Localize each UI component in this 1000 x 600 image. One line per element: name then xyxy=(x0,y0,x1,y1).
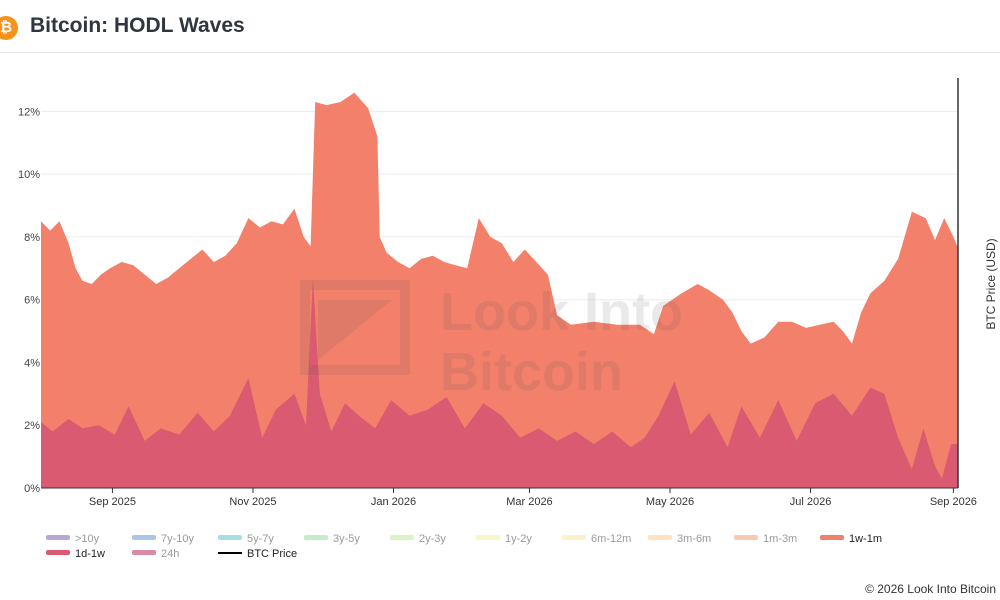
legend-swatch xyxy=(734,535,758,540)
legend-swatch xyxy=(820,535,844,540)
y-tick-label: 0% xyxy=(24,483,40,495)
y-tick-label: 12% xyxy=(18,106,40,118)
x-tick-label: Sep 2026 xyxy=(930,496,977,508)
copyright-footer: © 2026 Look Into Bitcoin xyxy=(865,582,996,596)
header: ₿ Bitcoin: HODL Waves xyxy=(0,0,1000,53)
watermark-logo-mark-icon xyxy=(318,300,392,360)
legend-item-3y-5y[interactable]: 3y-5y xyxy=(304,533,360,545)
legend-item-5y-7y[interactable]: 5y-7y xyxy=(218,533,274,545)
legend-label: 1m-3m xyxy=(763,533,797,545)
x-tick-label: Jul 2026 xyxy=(790,496,832,508)
legend-swatch xyxy=(562,535,586,540)
y-tick-label: 2% xyxy=(24,420,40,432)
area-1w-1m xyxy=(41,92,958,488)
area-1d-1w xyxy=(41,277,958,488)
y-tick-label: 6% xyxy=(24,295,40,307)
legend-item-7y-10y[interactable]: 7y-10y xyxy=(132,533,195,545)
legend-swatch xyxy=(46,550,70,555)
legend-label: 2y-3y xyxy=(419,533,446,545)
legend-item-1y-2y[interactable]: 1y-2y xyxy=(476,533,532,545)
legend-swatch xyxy=(132,550,156,555)
legend-label: 5y-7y xyxy=(247,533,274,545)
y-tick-label: 10% xyxy=(18,169,40,181)
legend-item-6m-12m[interactable]: 6m-12m xyxy=(562,533,631,545)
legend-label: >10y xyxy=(75,533,100,545)
legend-item-BTC Price[interactable]: BTC Price xyxy=(218,548,297,560)
legend-item-3m-6m[interactable]: 3m-6m xyxy=(648,533,711,545)
watermark-logo-icon xyxy=(300,280,410,375)
page-title: Bitcoin: HODL Waves xyxy=(30,14,245,37)
legend-label: 6m-12m xyxy=(591,533,631,545)
legend-item->10y[interactable]: >10y xyxy=(46,533,100,545)
legend-item-1d-1w[interactable]: 1d-1w xyxy=(46,548,105,560)
legend-swatch xyxy=(648,535,672,540)
legend-swatch xyxy=(304,535,328,540)
legend-swatch xyxy=(46,535,70,540)
x-tick-label: Sep 2025 xyxy=(89,496,136,508)
legend-swatch xyxy=(390,535,414,540)
area-layers xyxy=(41,92,958,488)
legend-swatch xyxy=(476,535,500,540)
watermark-line-2: Bitcoin xyxy=(440,342,623,402)
legend-swatch xyxy=(132,535,156,540)
watermark-line-1: Look Into xyxy=(440,282,683,342)
legend-item-1m-3m[interactable]: 1m-3m xyxy=(734,533,797,545)
x-tick-label: Nov 2025 xyxy=(229,496,276,508)
legend-label: 3m-6m xyxy=(677,533,711,545)
legend-label: 1y-2y xyxy=(505,533,532,545)
legend-item-1w-1m[interactable]: 1w-1m xyxy=(820,533,882,545)
legend-label: 3y-5y xyxy=(333,533,360,545)
y-tick-label: 4% xyxy=(24,357,40,369)
legend-label: 1w-1m xyxy=(849,533,882,545)
right-axis-title: BTC Price (USD) xyxy=(984,238,998,329)
legend-item-24h[interactable]: 24h xyxy=(132,548,179,560)
legend-label: 7y-10y xyxy=(161,533,195,545)
x-tick-label: Jan 2026 xyxy=(371,496,416,508)
y-tick-label: 8% xyxy=(24,232,40,244)
x-tick-label: May 2026 xyxy=(646,496,694,508)
legend-label: 24h xyxy=(161,548,179,560)
legend-swatch xyxy=(218,535,242,540)
legend-label: 1d-1w xyxy=(75,548,105,560)
legend-label: BTC Price xyxy=(247,548,297,560)
legend-item-2y-3y[interactable]: 2y-3y xyxy=(390,533,446,545)
bitcoin-logo-icon: ₿ xyxy=(0,16,18,40)
x-tick-label: Mar 2026 xyxy=(506,496,552,508)
